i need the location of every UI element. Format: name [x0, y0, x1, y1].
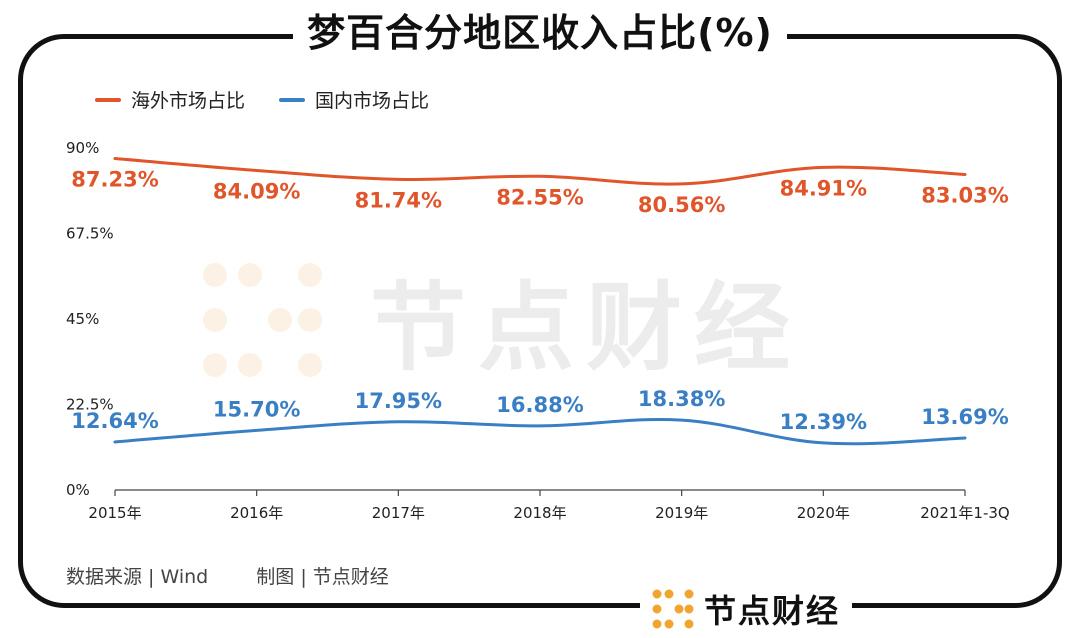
data-label-domestic: 12.39%	[780, 410, 867, 434]
y-tick-label: 0%	[66, 481, 90, 499]
y-axis: 0% 22.5% 45% 67.5% 90%	[66, 139, 114, 499]
y-tick-label: 67.5%	[66, 225, 114, 243]
x-tick-label: 2016年	[230, 504, 283, 522]
data-label-overseas: 82.55%	[496, 185, 583, 209]
y-tick-label: 90%	[66, 139, 99, 157]
legend: 海外市场占比 国内市场占比	[95, 86, 463, 113]
data-label-overseas: 84.09%	[213, 179, 300, 203]
data-label-domestic: 13.69%	[921, 405, 1008, 429]
data-label-overseas: 83.03%	[921, 183, 1008, 207]
y-tick-label: 45%	[66, 310, 99, 328]
legend-item-domestic: 国内市场占比	[279, 86, 429, 113]
x-tick-label: 2017年	[372, 504, 425, 522]
data-label-domestic: 15.70%	[213, 397, 300, 421]
y-tick-label: 22.5%	[66, 396, 114, 414]
x-tick-label: 2021年1-3Q	[920, 504, 1009, 522]
x-axis: 2015年 2016年 2017年 2018年 2019年 2020年 2021年1-3Q	[88, 489, 1010, 522]
legend-swatch-overseas	[95, 97, 121, 102]
chart-credit: 制图 | 节点财经	[256, 566, 389, 588]
series-layer	[113, 157, 967, 446]
legend-label-overseas: 海外市场占比	[131, 90, 246, 112]
data-label-overseas: 84.91%	[780, 176, 867, 200]
data-source: 数据来源 | Wind	[66, 566, 209, 588]
dot-grid-logo-icon	[652, 589, 694, 629]
brand-badge: 节点财经	[640, 582, 853, 636]
brand-name: 节点财经	[704, 592, 841, 630]
legend-swatch-domestic	[279, 97, 306, 102]
x-tick-label: 2020年	[797, 504, 850, 522]
legend-label-domestic: 国内市场占比	[315, 90, 430, 112]
data-label-domestic: 16.88%	[496, 393, 583, 417]
x-tick-label: 2015年	[88, 504, 141, 522]
legend-item-overseas: 海外市场占比	[95, 86, 245, 113]
data-label-domestic: 17.95%	[355, 389, 442, 413]
footer: 数据来源 | Wind 制图 | 节点财经	[66, 562, 431, 589]
data-label-overseas: 87.23%	[71, 168, 158, 192]
data-label-domestic: 12.64%	[71, 409, 158, 433]
data-label-overseas: 80.56%	[638, 193, 725, 217]
x-tick-label: 2019年	[655, 504, 708, 522]
data-label-layer: 87.23% 84.09% 81.74% 82.55% 80.56% 84.91% 83.0…	[71, 168, 1008, 434]
title-bar: 梦百合分地区收入占比(%)	[0, 6, 1080, 60]
chart-title: 梦百合分地区收入占比(%)	[293, 6, 787, 60]
x-tick-label: 2018年	[513, 504, 566, 522]
data-label-overseas: 81.74%	[355, 188, 442, 212]
data-label-domestic: 18.38%	[638, 387, 725, 411]
